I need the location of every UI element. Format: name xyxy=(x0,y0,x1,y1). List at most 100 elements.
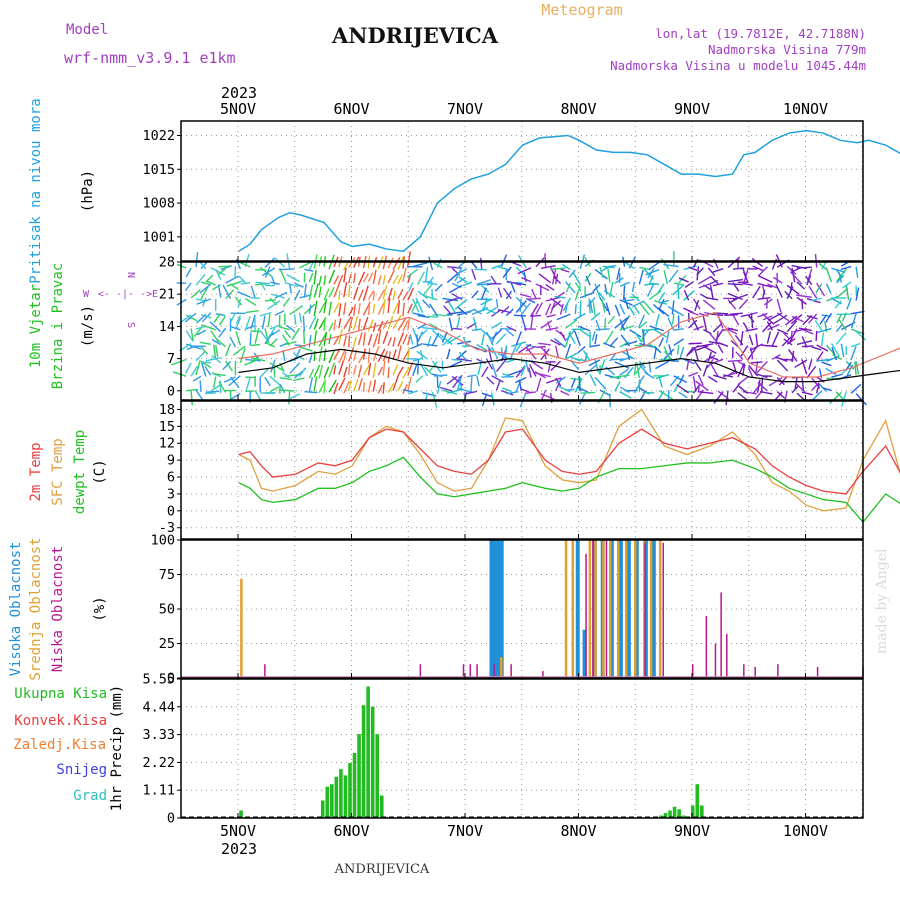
wind-barb xyxy=(239,347,246,364)
wind-barb xyxy=(215,337,227,348)
wind-barb xyxy=(855,266,859,278)
wind-barb xyxy=(759,390,773,395)
wind-barb xyxy=(620,315,631,329)
wind-barb xyxy=(639,266,651,271)
wind-barb xyxy=(505,329,515,337)
cloud-bar xyxy=(585,553,587,678)
wind-barb xyxy=(840,343,845,357)
wind-barb xyxy=(658,291,666,302)
wind-barb xyxy=(348,285,351,298)
precip-bar xyxy=(334,776,339,818)
wind-barb xyxy=(190,390,193,406)
wind-barb xyxy=(284,340,297,346)
wind-barb xyxy=(215,345,219,357)
wind-barb xyxy=(472,308,483,315)
wind-barb xyxy=(206,280,217,286)
model-elevation-label: Nadmorska Visina u modelu 1045.44m xyxy=(610,58,866,73)
wind-barb xyxy=(623,296,630,310)
wind-barb xyxy=(407,251,411,267)
wind-barb xyxy=(392,375,399,391)
wind-barb xyxy=(444,297,458,304)
wind-barb xyxy=(574,330,581,346)
wind-barb xyxy=(412,298,420,313)
wind-barb xyxy=(434,283,443,292)
wind-barb xyxy=(526,297,541,301)
wind-barb xyxy=(200,285,209,300)
wind-barb xyxy=(274,257,286,268)
wind-barb xyxy=(786,286,794,300)
wind-barb xyxy=(415,297,424,313)
wind-barb xyxy=(284,330,291,339)
wind-barb xyxy=(245,376,251,392)
wind-barb xyxy=(801,345,814,348)
wind-barb xyxy=(658,337,665,348)
wind-barb xyxy=(323,288,330,301)
wind-barb xyxy=(392,275,399,285)
wind-barb xyxy=(201,324,216,331)
y-tick-label: 1015 xyxy=(142,162,175,178)
wind-barb xyxy=(536,345,546,348)
wind-barb xyxy=(742,282,753,286)
wind-barb xyxy=(245,324,256,330)
wind-barb xyxy=(540,320,553,329)
wind-barb xyxy=(270,281,280,285)
wind-barb xyxy=(706,297,719,301)
wind-barb xyxy=(825,367,837,376)
cloud-bar xyxy=(777,664,779,678)
wind-barb xyxy=(631,293,640,302)
wind-barb xyxy=(372,362,377,378)
wind-barb xyxy=(589,344,601,348)
wind-barb xyxy=(421,326,438,331)
wind-barb xyxy=(801,328,814,335)
wind-barb xyxy=(328,286,335,298)
wind-barb xyxy=(745,327,758,332)
wind-barb xyxy=(278,268,295,271)
wind-barb xyxy=(643,301,655,314)
wind-barb xyxy=(429,303,438,317)
wind-barb xyxy=(417,314,430,319)
wind-barb xyxy=(372,322,377,333)
wind-barb xyxy=(531,288,537,299)
wind-barb xyxy=(348,316,354,333)
pressure-unit-label: (hPa) xyxy=(80,170,96,212)
wind-barb xyxy=(773,276,783,284)
wind-barb xyxy=(196,329,207,336)
wind-barb xyxy=(697,383,701,393)
wind-barb xyxy=(377,289,386,301)
wind-barb xyxy=(343,366,348,378)
wind-barb xyxy=(788,349,798,362)
cloud-bar xyxy=(564,540,568,678)
cloud-bar xyxy=(720,592,722,678)
wind-barb xyxy=(815,283,823,294)
wind-barb xyxy=(506,390,519,395)
wind-barb xyxy=(698,275,712,285)
wind-barb xyxy=(279,326,290,331)
cloud-bar xyxy=(743,664,745,678)
wind-barb xyxy=(820,332,825,346)
wind-barb xyxy=(323,298,328,314)
wind-barb xyxy=(832,354,842,361)
wind-barb xyxy=(456,357,472,362)
wind-barb xyxy=(559,303,564,315)
dir-legend-w: W xyxy=(83,289,90,300)
cloud-bar xyxy=(592,540,594,678)
wind-barb xyxy=(781,330,791,340)
wind-barb xyxy=(758,275,773,284)
wind-barb xyxy=(427,281,438,286)
wind-barb xyxy=(620,334,631,347)
wind-barb xyxy=(831,373,843,378)
precip-legend-1: Konvek.Kisa xyxy=(14,713,107,729)
wind-barb xyxy=(299,346,313,352)
wind-barb xyxy=(584,352,588,362)
bottom-title: ANDRIJEVICA xyxy=(334,862,430,877)
wind-barb xyxy=(727,278,744,283)
cloud-bar xyxy=(594,540,597,678)
wind-barb xyxy=(412,262,428,268)
wind-barb xyxy=(515,331,522,346)
y-tick-label: 0 xyxy=(167,811,175,827)
cloud-axis-title-2: Srednja Oblacnost xyxy=(28,537,44,680)
wind-barb xyxy=(377,275,382,286)
wind-barb xyxy=(706,358,714,369)
wind-barb xyxy=(688,310,699,316)
wind-barb xyxy=(767,283,778,289)
